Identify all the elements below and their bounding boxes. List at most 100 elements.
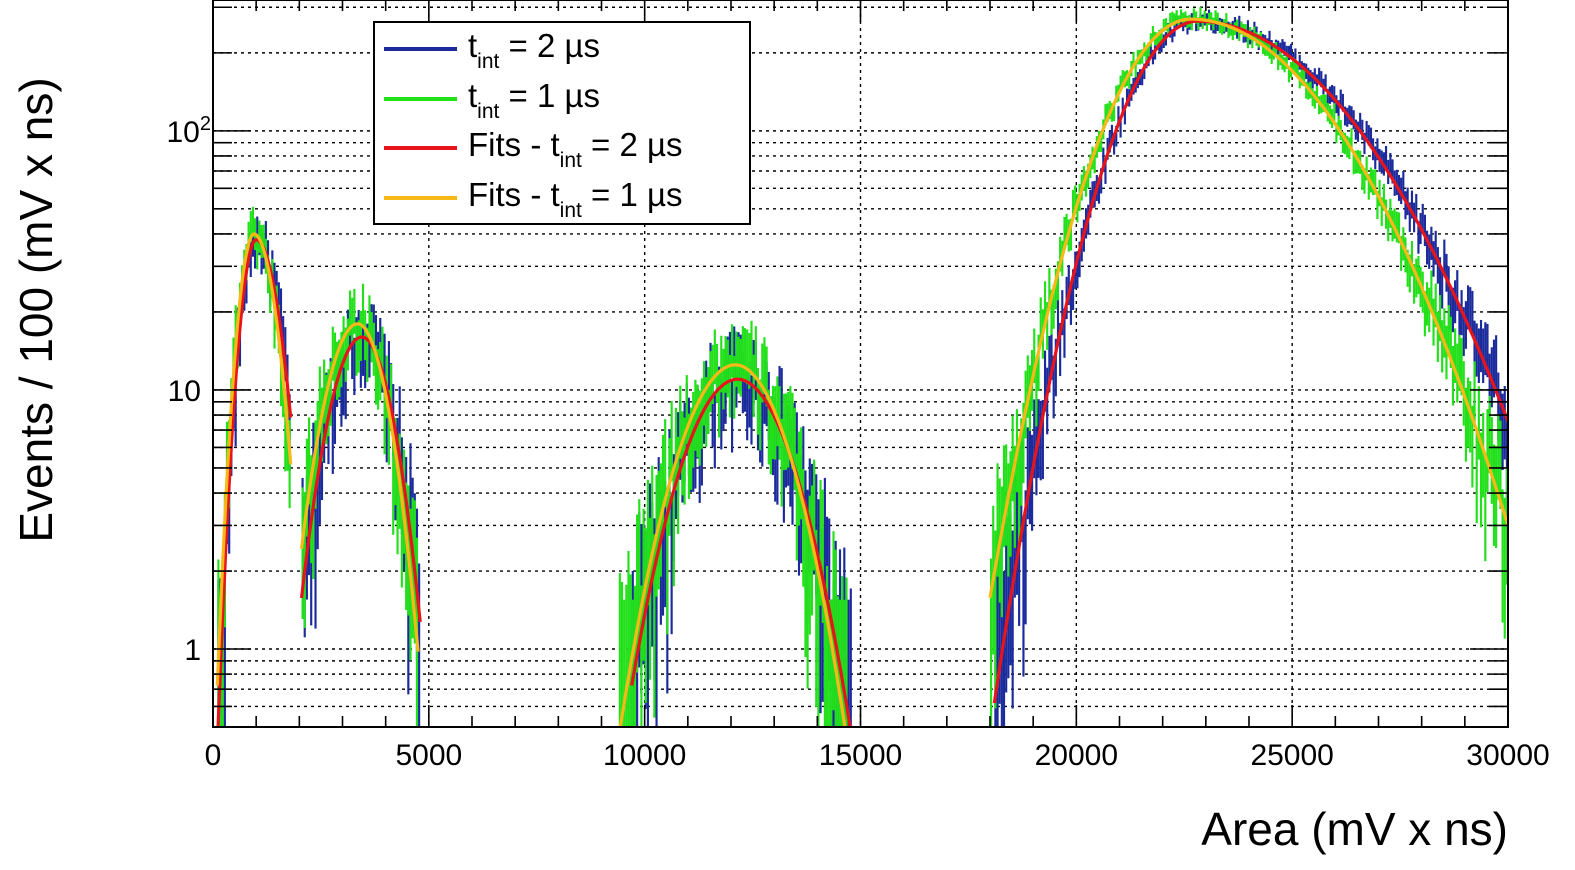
histogram-bin [761,391,764,467]
y-tick-label: 1 [184,634,201,667]
histogram-bin [1315,85,1319,104]
histogram-bin [653,534,656,718]
histogram-bin [776,417,779,505]
histogram-bin [1166,23,1170,37]
histogram-bin [1346,107,1349,127]
histogram-bin [1495,335,1498,392]
histogram-bin [1151,49,1155,65]
histogram-bin [1501,489,1504,623]
histogram-bin [1069,218,1073,251]
histogram-bin [1143,63,1146,80]
histogram-bin [1311,72,1314,89]
histogram-bin [646,479,649,606]
histogram-bin [1026,355,1029,418]
histogram-bin [279,346,283,407]
histogram-bin [1119,117,1122,138]
histogram-bin [1438,257,1442,296]
histogram-bin [1477,386,1480,460]
histogram-bin [351,297,354,345]
histogram-bin [1415,194,1418,223]
histogram-bin [1033,328,1036,384]
histogram-bin [1037,334,1040,391]
histogram-bin [1404,237,1407,273]
histogram-bin [795,453,798,561]
histogram-bin [1374,146,1377,170]
histogram-bin [1218,20,1221,34]
x-tick-label: 30000 [1466,739,1549,772]
histogram-bin [1274,42,1278,57]
histogram-bin [1011,415,1014,502]
histogram-bin [1397,212,1401,244]
histogram-bin [1400,236,1403,271]
histogram-bin [687,413,690,499]
histogram-bin [1246,20,1249,33]
histogram-bin [646,578,649,727]
histogram-bin [845,577,848,727]
histogram-bin [793,407,796,491]
histogram-bin [1270,49,1273,65]
histogram-bin [1087,163,1090,189]
histogram-bin [772,385,775,460]
histogram-bin [672,468,675,587]
histogram-bin [739,339,742,397]
histogram-bin [990,558,993,727]
histogram-bin [398,386,401,460]
histogram-bin [1227,25,1230,39]
histogram-bin [1214,20,1217,34]
x-tick-label: 25000 [1250,739,1333,772]
histogram-bin [316,446,319,550]
histogram-bin [1343,132,1347,155]
histogram-bin [1195,18,1198,32]
histogram-bin [1443,308,1446,358]
histogram-bin [789,418,792,507]
histogram-bin [1456,270,1459,311]
histogram-bin [329,361,332,426]
histogram-bin [1365,156,1368,181]
histogram-bin [1050,289,1053,335]
legend-label: tint = 1 µs [468,77,600,123]
histogram-bin [1380,197,1383,226]
histogram-bin [813,459,816,571]
legend-item: tint = 1 µs [384,77,600,123]
histogram-bin [1009,451,1012,557]
histogram-bin [1171,29,1174,43]
histogram-bin [1113,133,1116,155]
histogram-bin [1458,334,1461,391]
histogram-bin [683,417,686,505]
histogram-bin [830,599,833,727]
histogram-bin [1287,66,1291,83]
histogram-bin [759,379,762,451]
histogram-bin [1013,445,1016,548]
histogram-bin [1141,49,1144,64]
histogram-bin [713,392,716,469]
histogram-bin [1151,25,1155,40]
histogram-bin [1350,106,1353,126]
histogram-bin [277,282,280,326]
histogram-bin [361,322,365,376]
legend-item: Fits - tint = 1 µs [384,176,683,222]
histogram-bin [1171,11,1174,24]
histogram-bin [1350,128,1353,150]
histogram-bin [666,495,669,635]
histogram-bin [1296,61,1299,78]
histogram-bin [661,485,665,616]
histogram-bin [1065,213,1068,245]
histogram-bin [305,438,308,537]
histogram-bin [1447,304,1450,354]
histogram-bin [1091,181,1094,209]
histogram-bin [1367,125,1370,146]
histogram-bin [342,316,345,368]
histogram-bin [1059,236,1062,272]
fit-curve-t-int-1us-peak-2 [299,322,420,652]
histogram-bin [1354,119,1357,140]
histogram-bin [418,563,421,727]
histogram-bin [849,588,852,727]
histogram-bin [1363,168,1366,194]
histogram-bin [1067,265,1070,306]
histogram-bin [364,332,367,389]
histogram-bin [1471,290,1474,337]
histogram-bin [746,372,749,441]
histogram-bin [1318,96,1321,115]
histogram-bin [1479,319,1483,373]
histogram-bin [377,349,380,410]
